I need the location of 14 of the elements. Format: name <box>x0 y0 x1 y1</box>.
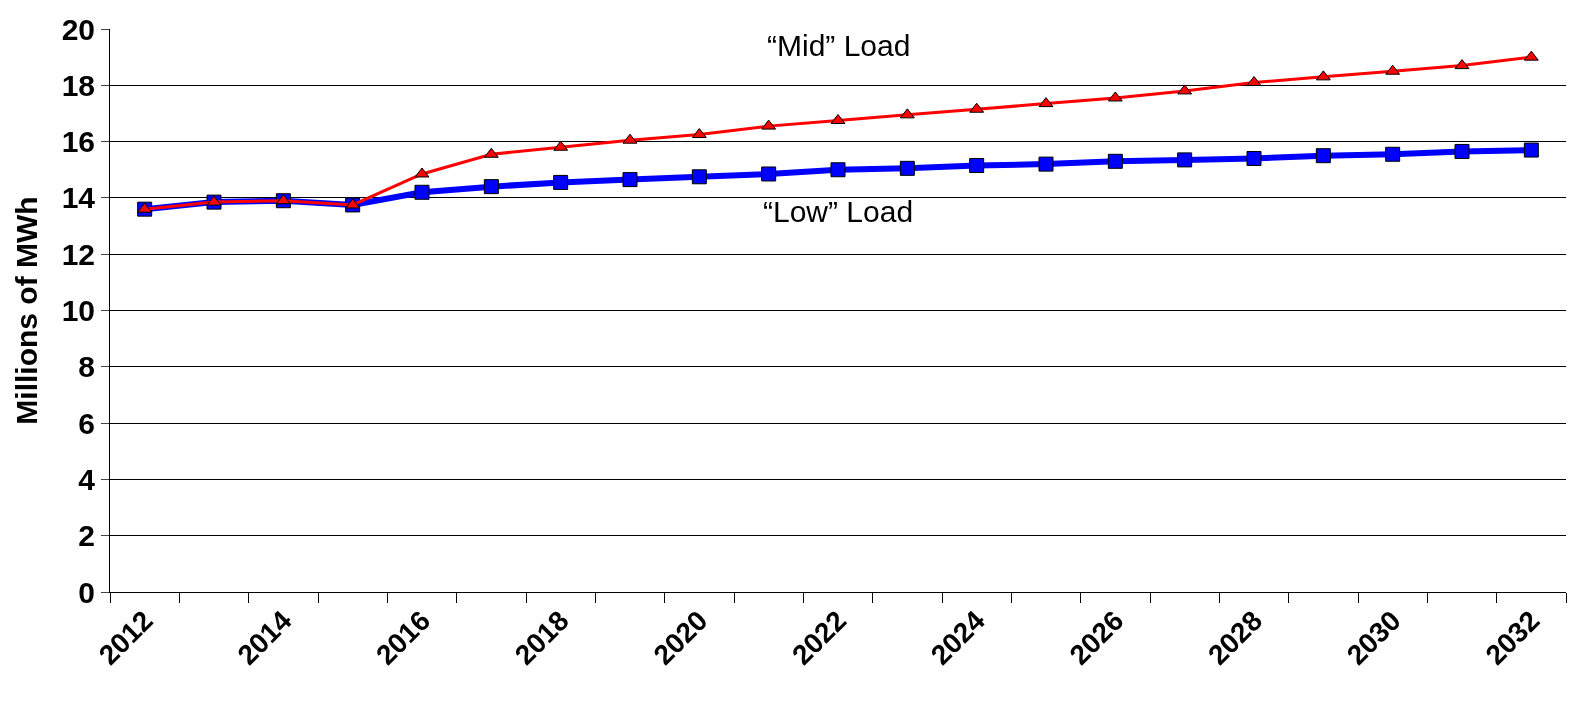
y-tick-label: 18 <box>61 68 95 102</box>
y-tick-label: 12 <box>61 237 95 271</box>
y-tick-label: 14 <box>61 181 96 215</box>
y-tick-label: 10 <box>61 294 95 327</box>
y-axis-title: Millions of MWh <box>9 196 43 425</box>
y-tick-label: 2 <box>78 519 95 553</box>
y-tick-label: 16 <box>61 125 95 159</box>
series-label: “Mid” Load <box>767 29 911 62</box>
y-tick-label: 8 <box>78 350 95 384</box>
y-tick-label: 0 <box>78 575 95 609</box>
y-tick-label: 6 <box>78 406 95 440</box>
series-label: “Low” Load <box>763 195 914 228</box>
y-tick-label: 4 <box>78 462 96 496</box>
y-tick-label: 20 <box>61 12 95 46</box>
